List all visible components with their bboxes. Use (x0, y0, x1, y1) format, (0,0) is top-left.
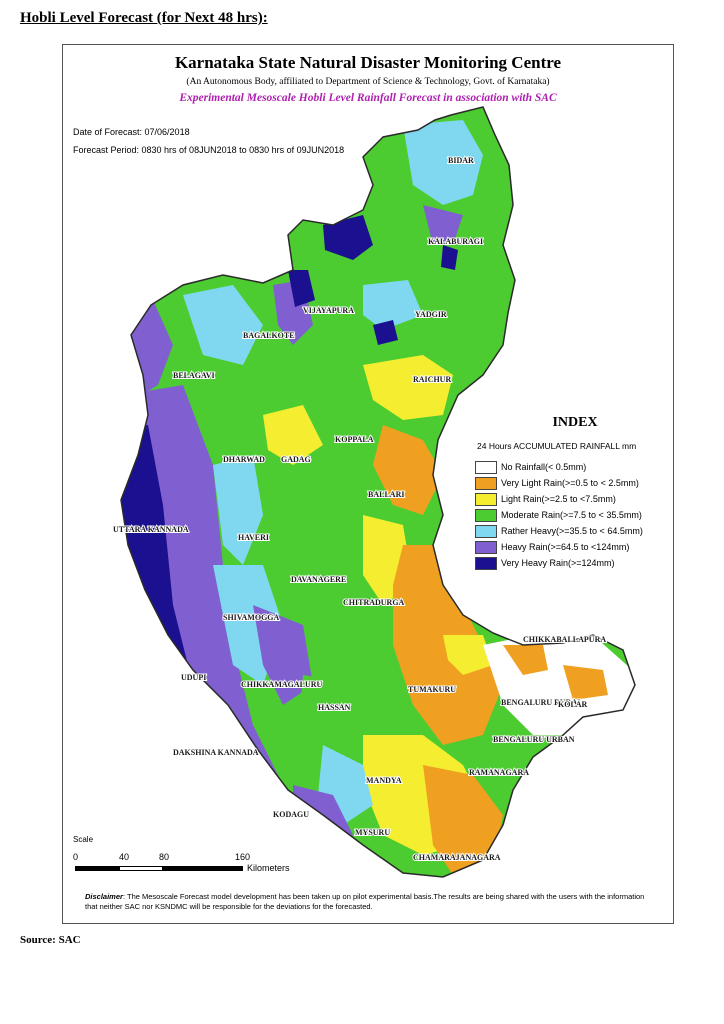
legend-items: No Rainfall(< 0.5mm) Very Light Rain(>=0.… (475, 459, 675, 571)
legend-label: Moderate Rain(>=7.5 to < 35.5mm) (501, 510, 642, 520)
scale-unit: Kilometers (247, 863, 290, 873)
scale-tick-0: 0 (73, 852, 79, 862)
district-label: RAMANAGARA (469, 768, 529, 777)
district-label: SHIVAMOGGA (223, 613, 280, 622)
scale-segment (119, 866, 163, 871)
district-label: KODAGU (273, 810, 309, 819)
scale-bar: Scale 0 40 80 160 Kilometers (71, 835, 291, 880)
legend-label: Rather Heavy(>=35.5 to < 64.5mm) (501, 526, 643, 536)
district-label: CHITRADURGA (343, 598, 405, 607)
district-label: BAGALKOTE (243, 331, 295, 340)
scale-segment (163, 866, 243, 871)
legend-item: No Rainfall(< 0.5mm) (475, 459, 675, 475)
legend: INDEX 24 Hours ACCUMULATED RAINFALL mm N… (475, 415, 675, 571)
scale-segment (75, 866, 119, 871)
scale-label: Scale (73, 835, 94, 844)
legend-swatch (475, 524, 497, 538)
source-note: Source: SAC (20, 934, 81, 946)
forecast-date: Date of Forecast: 07/06/2018 (73, 127, 190, 137)
district-label: BIDAR (448, 156, 474, 165)
legend-item: Very Light Rain(>=0.5 to < 2.5mm) (475, 475, 675, 491)
district-label: DAKSHINA KANNADA (173, 748, 259, 757)
legend-swatch (475, 508, 497, 522)
legend-item: Moderate Rain(>=7.5 to < 35.5mm) (475, 507, 675, 523)
district-label: MYSURU (355, 828, 390, 837)
district-label: BENGALURU RURAL (501, 698, 583, 707)
legend-item: Very Heavy Rain(>=124mm) (475, 555, 675, 571)
district-label: VIJAYAPURA (303, 306, 354, 315)
district-label: DAVANAGERE (291, 575, 346, 584)
legend-title: INDEX (552, 415, 598, 430)
district-label: HASSAN (318, 703, 351, 712)
district-label: MANDYA (366, 776, 402, 785)
disclaimer-text: : The Mesoscale Forecast model developme… (85, 892, 645, 911)
document-heading: Hobli Level Forecast (for Next 48 hrs): (20, 10, 268, 26)
disclaimer: Disclaimer: The Mesoscale Forecast model… (85, 892, 645, 912)
forecast-map-panel: BIDAR KALABURAGI VIJAYAPURA YADGIR BAGALKOTE… (62, 44, 674, 924)
map-subtitle-forecast: Experimental Mesoscale Hobli Level Rainf… (179, 92, 557, 104)
legend-swatch (475, 556, 497, 570)
karnataka-map: BIDAR KALABURAGI VIJAYAPURA YADGIR BAGALKOTE… (112, 106, 636, 878)
legend-subtitle: 24 Hours ACCUMULATED RAINFALL mm (477, 441, 637, 451)
district-label: UDUPI (181, 673, 206, 682)
district-label: DHARWAD (223, 455, 265, 464)
map-title: Karnataka State Natural Disaster Monitor… (174, 53, 562, 72)
district-label: YADGIR (415, 310, 447, 319)
legend-item: Heavy Rain(>=64.5 to <124mm) (475, 539, 675, 555)
legend-item: Light Rain(>=2.5 to <7.5mm) (475, 491, 675, 507)
state-boundary (120, 106, 636, 878)
district-label: HAVERI (238, 533, 269, 542)
district-label: TUMAKURU (408, 685, 456, 694)
legend-label: Light Rain(>=2.5 to <7.5mm) (501, 494, 616, 504)
legend-item: Rather Heavy(>=35.5 to < 64.5mm) (475, 523, 675, 539)
district-labels: BIDAR KALABURAGI VIJAYAPURA YADGIR BAGALKOTE… (112, 155, 607, 863)
district-label: UTTARA KANNADA (113, 525, 189, 534)
legend-label: Heavy Rain(>=64.5 to <124mm) (501, 542, 630, 552)
legend-swatch (475, 460, 497, 474)
legend-label: Very Light Rain(>=0.5 to < 2.5mm) (501, 478, 639, 488)
scale-tick-80: 80 (159, 852, 170, 862)
district-label: BENGALURU URBAN (493, 735, 575, 744)
district-label: KALABURAGI (428, 237, 483, 246)
legend-swatch (475, 476, 497, 490)
district-label: BALLARI (368, 490, 404, 499)
disclaimer-label: Disclaimer (85, 892, 123, 901)
scale-tick-160: 160 (235, 852, 251, 862)
map-subtitle: (An Autonomous Body, affiliated to Depar… (186, 77, 550, 87)
district-label: CHAMARAJANAGARA (413, 853, 501, 862)
legend-swatch (475, 540, 497, 554)
legend-label: No Rainfall(< 0.5mm) (501, 462, 587, 472)
district-label: RAICHUR (413, 375, 451, 384)
scale-tick-40: 40 (119, 852, 130, 862)
district-label: GADAG (281, 455, 311, 464)
district-label: KOLAR (558, 700, 588, 709)
forecast-period: Forecast Period: 0830 hrs of 08JUN2018 t… (73, 145, 345, 155)
legend-swatch (475, 492, 497, 506)
district-label: CHIKKAMAGALURU (241, 680, 323, 689)
district-label: KOPPALA (335, 435, 374, 444)
district-label: CHIKKABALLAPURA (523, 635, 606, 644)
district-label: BELAGAVI (173, 371, 215, 380)
legend-label: Very Heavy Rain(>=124mm) (501, 558, 615, 568)
